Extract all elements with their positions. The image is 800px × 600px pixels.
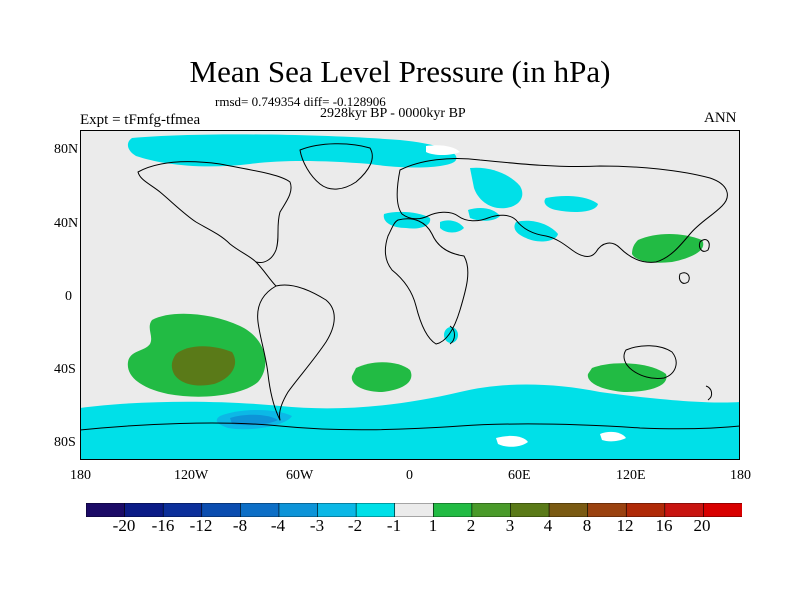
colorbar-swatch	[240, 503, 280, 517]
stats-subtitle: rmsd= 0.749354 diff= -0.128906	[215, 94, 386, 109]
colorbar-label: -20	[112, 516, 136, 535]
colorbar-swatch	[317, 503, 357, 517]
negative-anomaly-3-4	[230, 414, 278, 426]
colorbar-label: -16	[151, 516, 175, 535]
coastlines	[80, 143, 740, 431]
lon-label-120e: 120E	[616, 468, 646, 483]
colorbar-swatch	[278, 503, 319, 517]
experiment-label: Expt = tFmfg-tfmea	[80, 112, 201, 128]
colorbar-label: 2	[466, 516, 476, 535]
lon-label-0: 0	[406, 468, 413, 483]
negative-anomaly-regions	[80, 134, 740, 460]
lon-label-120w: 120W	[174, 468, 209, 483]
neutral-patches	[426, 145, 626, 447]
lat-label-80n: 80N	[54, 142, 79, 157]
lat-label-80s: 80S	[54, 435, 76, 450]
lat-label-0: 0	[65, 289, 72, 304]
colorbar-swatch	[587, 503, 628, 517]
colorbar-label: 16	[655, 516, 673, 535]
colorbar-label: -8	[232, 516, 248, 535]
colorbar-label: 12	[616, 516, 634, 535]
colorbar-label: -2	[347, 516, 363, 535]
colorbar-swatch	[355, 503, 396, 517]
colorbar-swatch	[124, 503, 164, 517]
colorbar-swatch	[201, 503, 242, 517]
colorbar-label: 20	[693, 516, 711, 535]
map-frame	[80, 130, 740, 460]
colorbar-label: 4	[543, 516, 553, 535]
lon-label-60e: 60E	[508, 468, 531, 483]
colorbar-label: 8	[582, 516, 592, 535]
colorbar-label: -1	[386, 516, 402, 535]
colorbar-swatch	[510, 503, 550, 517]
colorbar-swatch	[664, 503, 705, 517]
lon-label-180e: 180	[730, 468, 751, 483]
colorbar-swatch	[86, 503, 126, 517]
colorbar-label: -3	[309, 516, 325, 535]
season-label: ANN	[704, 110, 737, 126]
colorbar-swatch	[162, 503, 203, 517]
pressure-anomaly-map	[80, 130, 740, 460]
colorbar-swatch	[471, 503, 512, 517]
colorbar-swatch	[703, 503, 742, 517]
colorbar	[86, 503, 742, 517]
colorbar-label: 3	[505, 516, 515, 535]
colorbar-swatch	[432, 503, 473, 517]
colorbar-swatch	[625, 503, 666, 517]
colorbar-swatch	[394, 503, 435, 517]
colorbar-swatch	[548, 503, 589, 517]
colorbar-label: 1	[428, 516, 438, 535]
colorbar-label: -4	[270, 516, 286, 535]
chart-title: Mean Sea Level Pressure (in hPa)	[189, 54, 611, 89]
colorbar-label: -12	[189, 516, 213, 535]
lon-label-180w: 180	[70, 468, 91, 483]
positive-anomaly-3-4	[171, 346, 236, 386]
lat-label-40n: 40N	[54, 216, 79, 231]
period-subtitle: 2928kyr BP - 0000kyr BP	[320, 106, 466, 121]
lon-label-60w: 60W	[286, 468, 314, 483]
lat-label-40s: 40S	[54, 362, 76, 377]
